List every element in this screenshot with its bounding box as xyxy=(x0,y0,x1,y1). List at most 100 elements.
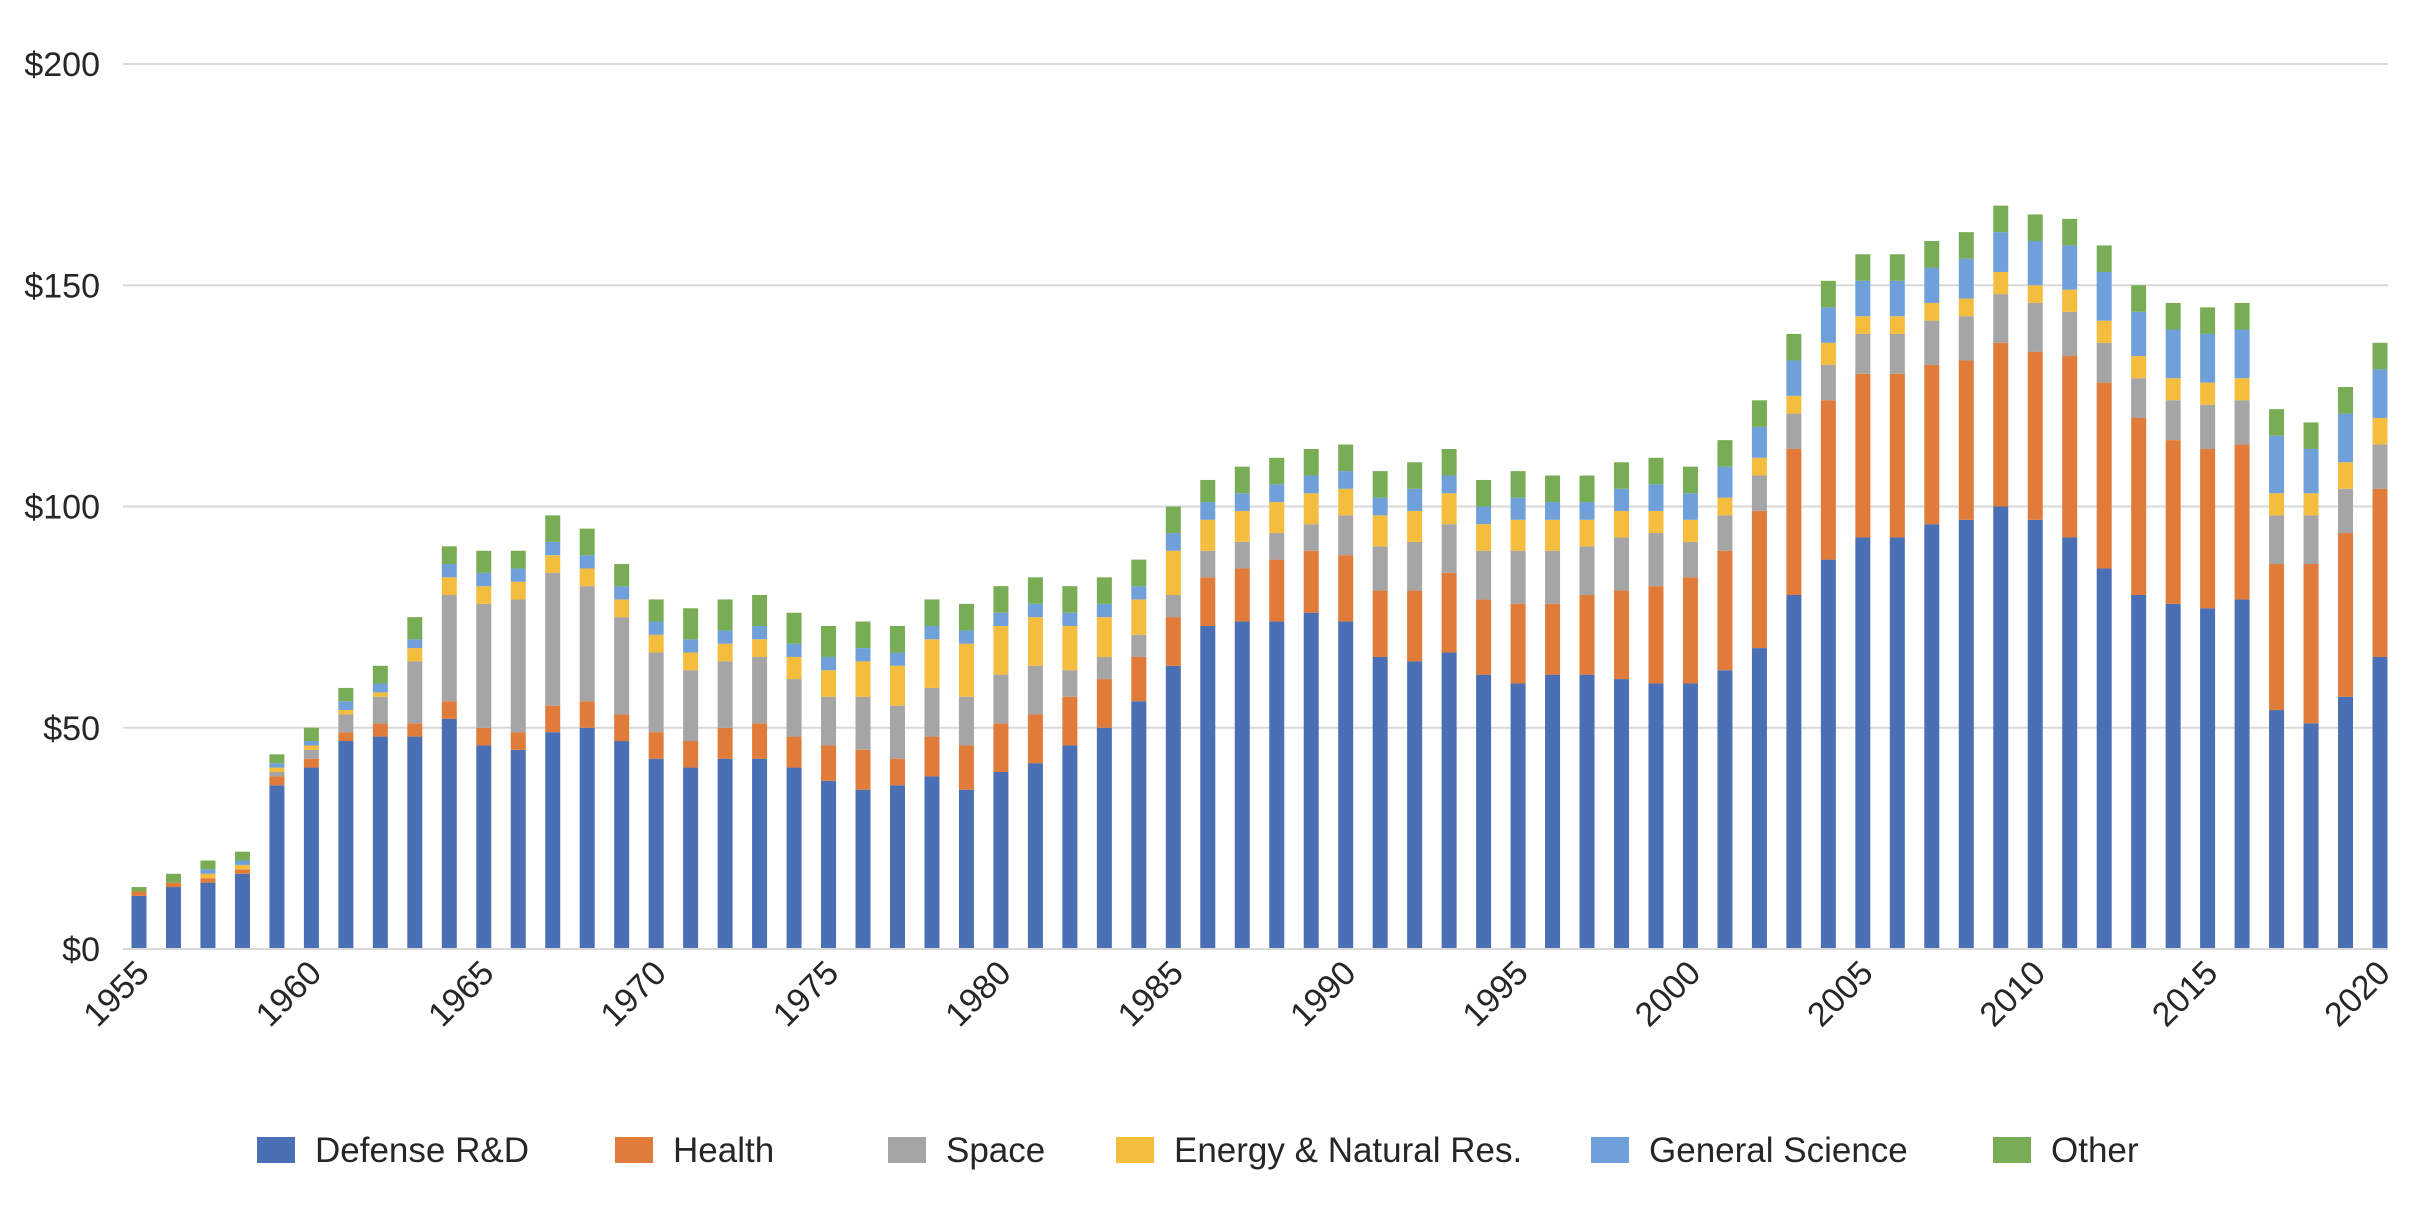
bar-segment-energy-natural-res xyxy=(1062,625,1078,671)
bar-segment-defense-r-d xyxy=(648,758,664,949)
bar-segment-defense-r-d xyxy=(2338,696,2354,949)
bar-segment-energy-natural-res xyxy=(407,648,423,662)
bar-segment-other xyxy=(1441,448,1457,476)
bar-segment-energy-natural-res xyxy=(786,656,802,680)
bar-segment-general-science xyxy=(1924,267,1940,303)
legend-label: Defense R&D xyxy=(315,1131,529,1170)
bar-segment-defense-r-d xyxy=(855,789,871,949)
bar-segment-space xyxy=(1338,515,1354,556)
bar-segment-health xyxy=(2200,448,2216,609)
bar-segment-energy-natural-res xyxy=(1717,497,1733,516)
bar-segment-space xyxy=(2096,342,2112,383)
bar-segment-space xyxy=(1303,524,1319,551)
bar-segment-energy-natural-res xyxy=(1924,302,1940,321)
bar-segment-space xyxy=(1545,550,1561,604)
bar-segment-other xyxy=(1096,577,1112,604)
bar-segment-general-science xyxy=(441,564,457,578)
bar-segment-other xyxy=(476,550,492,573)
bar-segment-other xyxy=(1200,479,1216,503)
bar-segment-health xyxy=(1234,568,1250,622)
legend-label: Health xyxy=(673,1131,774,1170)
bar-segment-health xyxy=(1545,603,1561,675)
bar-segment-energy-natural-res xyxy=(1648,510,1664,534)
bar-segment-health xyxy=(752,723,768,759)
bar-segment-space xyxy=(1441,524,1457,573)
bar-segment-health xyxy=(579,701,595,728)
bar-segment-health xyxy=(372,723,388,737)
x-tick-label: 1960 xyxy=(249,954,329,1034)
bar-segment-energy-natural-res xyxy=(1096,617,1112,657)
bar-segment-general-science xyxy=(2131,311,2147,357)
bar-segment-defense-r-d xyxy=(924,776,940,949)
bar-segment-other xyxy=(1303,448,1319,476)
bar-segment-space xyxy=(717,661,733,728)
bar-segment-other xyxy=(2062,218,2078,246)
bar-segment-space xyxy=(958,696,974,746)
bar-segment-general-science xyxy=(1441,475,1457,494)
bar-segment-space xyxy=(1269,533,1285,560)
bar-segment-other xyxy=(993,586,1009,613)
bar-segment-health xyxy=(1027,714,1043,764)
bar-segment-health xyxy=(1820,400,1836,560)
bar-segment-energy-natural-res xyxy=(648,634,664,653)
bar-segment-general-science xyxy=(786,643,802,657)
bar-segment-other xyxy=(1372,471,1388,498)
bar-segment-general-science xyxy=(372,683,388,693)
bar-segment-defense-r-d xyxy=(1889,537,1905,949)
bar-segment-space xyxy=(1579,546,1595,595)
bar-segment-general-science xyxy=(1786,360,1802,396)
bar-segment-space xyxy=(889,705,905,759)
bar-segment-other xyxy=(1717,440,1733,467)
bar-segment-energy-natural-res xyxy=(303,745,319,750)
x-tick-label: 2000 xyxy=(1628,954,1708,1034)
bar-segment-general-science xyxy=(614,586,630,600)
bar-segment-other xyxy=(1510,471,1526,498)
bar-segment-other xyxy=(958,603,974,631)
bar-segment-other xyxy=(338,687,354,702)
x-axis-ticks: 1955 1960 1965 1970 1975 1980 1985 1990 1995 2000… xyxy=(76,954,2397,1034)
bar-segment-general-science xyxy=(545,541,561,556)
bar-segment-defense-r-d xyxy=(510,749,526,949)
bar-segment-energy-natural-res xyxy=(2303,493,2319,516)
bar-segment-defense-r-d xyxy=(579,727,595,949)
bar-segment-health xyxy=(2338,533,2354,697)
bar-segment-other xyxy=(1855,254,1871,281)
bar-segment-other xyxy=(1338,444,1354,472)
bar-segment-health xyxy=(1993,342,2009,507)
bar-segment-energy-natural-res xyxy=(1372,515,1388,547)
bar-segment-space xyxy=(1096,656,1112,680)
bar-segment-space xyxy=(2062,311,2078,357)
bar-segment-defense-r-d xyxy=(1234,621,1250,949)
bar-segment-space xyxy=(924,687,940,737)
bar-segment-general-science xyxy=(1855,280,1871,317)
bar-segment-other xyxy=(372,665,388,684)
bar-segment-space xyxy=(1614,537,1630,591)
bar-segment-health xyxy=(821,745,837,781)
bar-segment-energy-natural-res xyxy=(372,692,388,697)
bar-segment-other xyxy=(1407,462,1423,489)
bar-segment-energy-natural-res xyxy=(889,665,905,706)
bar-segment-general-science xyxy=(683,639,699,653)
bar-segment-energy-natural-res xyxy=(1579,519,1595,547)
bar-segment-general-science xyxy=(1303,475,1319,494)
bar-segment-space xyxy=(1027,665,1043,715)
bar-segment-health xyxy=(2269,564,2285,711)
legend-swatch xyxy=(1591,1137,1629,1163)
bar-segment-space xyxy=(372,696,388,724)
bar-segment-other xyxy=(683,608,699,640)
bar-segment-general-science xyxy=(924,625,940,640)
legend-label: Other xyxy=(2051,1131,2139,1170)
bar-segment-other xyxy=(234,851,250,861)
bar-segment-defense-r-d xyxy=(338,741,354,949)
bar-segment-defense-r-d xyxy=(752,758,768,949)
bar-segment-space xyxy=(1751,475,1767,511)
x-tick-label: 2020 xyxy=(2317,954,2397,1034)
bar-segment-health xyxy=(855,749,871,790)
bar-segment-space xyxy=(683,670,699,742)
y-tick-label: $100 xyxy=(24,489,100,527)
bar-segment-space xyxy=(993,674,1009,724)
bar-segment-energy-natural-res xyxy=(2200,382,2216,405)
bar-segment-energy-natural-res xyxy=(1303,493,1319,525)
bar-segment-health xyxy=(717,727,733,759)
bar-segment-other xyxy=(407,617,423,640)
